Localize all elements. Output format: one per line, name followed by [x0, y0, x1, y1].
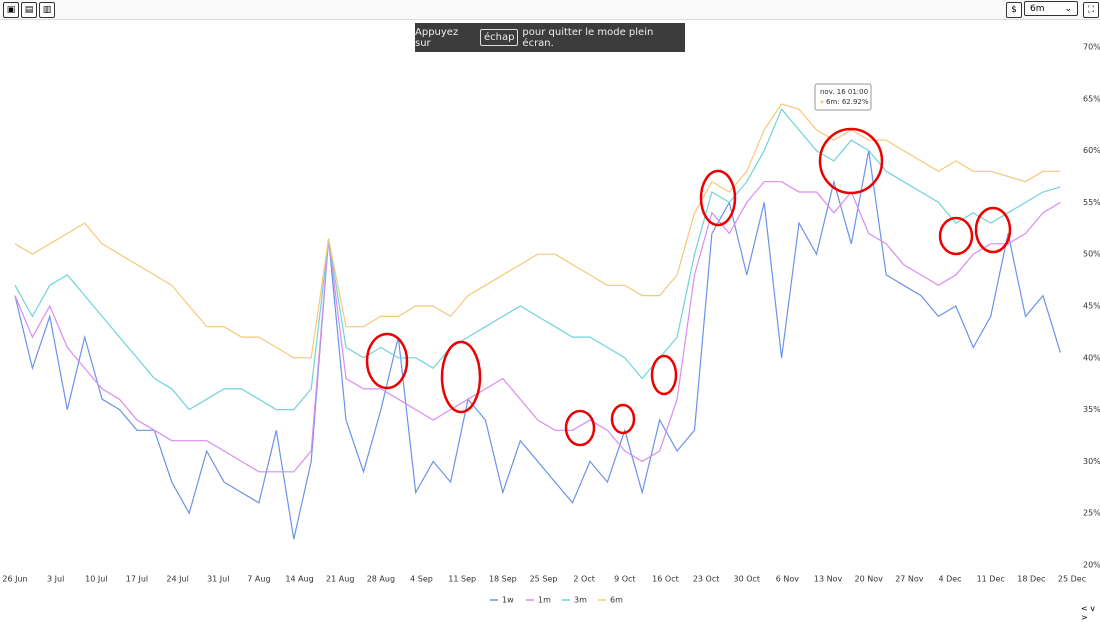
x-tick-label: 24 Jul [166, 575, 188, 584]
circle [974, 206, 1012, 254]
circle [938, 216, 974, 256]
series-line [14, 150, 1061, 540]
x-tick-label: 11 Dec [977, 575, 1005, 584]
series-line [14, 103, 1061, 359]
y-tick-label: 45% [1083, 302, 1100, 311]
tooltip-dot [820, 100, 824, 104]
x-tick-label: 23 Oct [693, 575, 720, 584]
series-line [14, 181, 1061, 473]
legend-label: 1m [538, 596, 551, 605]
x-tick-label: 30 Oct [733, 575, 760, 584]
circle [610, 403, 636, 435]
x-tick-label: 28 Aug [367, 575, 395, 584]
x-tick-label: 26 Jun [2, 575, 27, 584]
circle [440, 340, 482, 414]
legend-label: 6m [610, 596, 623, 605]
x-tick-label: 13 Nov [814, 575, 843, 584]
x-tick-label: 4 Sep [410, 575, 433, 584]
legend-label: 1w [502, 596, 514, 605]
range-select[interactable]: 6m ⌄ [1024, 1, 1078, 16]
x-tick-label: 25 Dec [1058, 575, 1086, 584]
circle [699, 169, 737, 227]
y-tick-label: 65% [1083, 94, 1100, 103]
x-tick-label: 20 Nov [855, 575, 884, 584]
fullscreen-toast: Appuyez sur échap pour quitter le mode p… [415, 23, 685, 52]
x-tick-label: 16 Oct [652, 575, 679, 584]
x-tick-label: 11 Sep [448, 575, 476, 584]
x-tick-label: 3 Jul [47, 575, 64, 584]
x-tick-label: 21 Aug [326, 575, 354, 584]
legend-label: 3m [574, 596, 587, 605]
circle [564, 409, 596, 447]
y-tick-label: 20% [1083, 561, 1100, 570]
circle [650, 354, 678, 396]
toast-key: échap [479, 29, 519, 46]
x-tick-label: 14 Aug [285, 575, 313, 584]
series-line [14, 108, 1061, 411]
x-tick-label: 25 Sep [530, 575, 558, 584]
y-tick-label: 60% [1083, 146, 1100, 155]
tooltip-date: nov. 16 01:00 [820, 88, 868, 96]
x-tick-label: 7 Aug [247, 575, 270, 584]
y-tick-label: 50% [1083, 250, 1100, 259]
toast-text: pour quitter le mode plein écran. [522, 26, 654, 49]
y-tick-label: 25% [1083, 509, 1100, 518]
copy-button[interactable]: ▤ [21, 2, 37, 18]
y-tick-label: 40% [1083, 353, 1100, 362]
caret: ⌄ [1064, 4, 1072, 14]
x-tick-label: 10 Jul [85, 575, 107, 584]
y-tick-label: 55% [1083, 198, 1100, 207]
x-tick-label: 27 Nov [895, 575, 924, 584]
currency-button[interactable]: $ [1006, 2, 1022, 18]
x-tick-label: 4 Dec [938, 575, 961, 584]
file-button[interactable]: ▥ [39, 2, 55, 18]
circle [365, 332, 409, 390]
annotations [365, 127, 1012, 447]
circle [818, 127, 884, 195]
x-tick-label: 17 Jul [126, 575, 148, 584]
y-tick-label: 35% [1083, 405, 1100, 414]
toolbar: ▣ ▤ ▥ $ 6m ⌄ ⛶ [0, 0, 1100, 20]
fullscreen-button[interactable]: ⛶ [1083, 2, 1099, 18]
y-tick-label: 70% [1083, 43, 1100, 52]
x-tick-label: 6 Nov [776, 575, 800, 584]
x-tick-label: 2 Oct [573, 575, 594, 584]
x-tick-label: 31 Jul [207, 575, 229, 584]
x-tick-label: 9 Oct [614, 575, 635, 584]
tooltip-box [814, 83, 872, 111]
y-tick-label: 30% [1083, 457, 1100, 466]
tooltip-text: 6m: 62.92% [826, 98, 869, 106]
camera-button[interactable]: ▣ [3, 2, 19, 18]
x-tick-label: 18 Sep [489, 575, 517, 584]
range-value: 6m [1030, 4, 1045, 14]
x-tick-label: 18 Dec [1017, 575, 1045, 584]
toast-text: Appuyez sur [415, 26, 459, 49]
tooltip: nov. 16 01:00 6m: 62.92% [814, 83, 872, 111]
nav-controls[interactable]: < v > [1081, 604, 1095, 622]
